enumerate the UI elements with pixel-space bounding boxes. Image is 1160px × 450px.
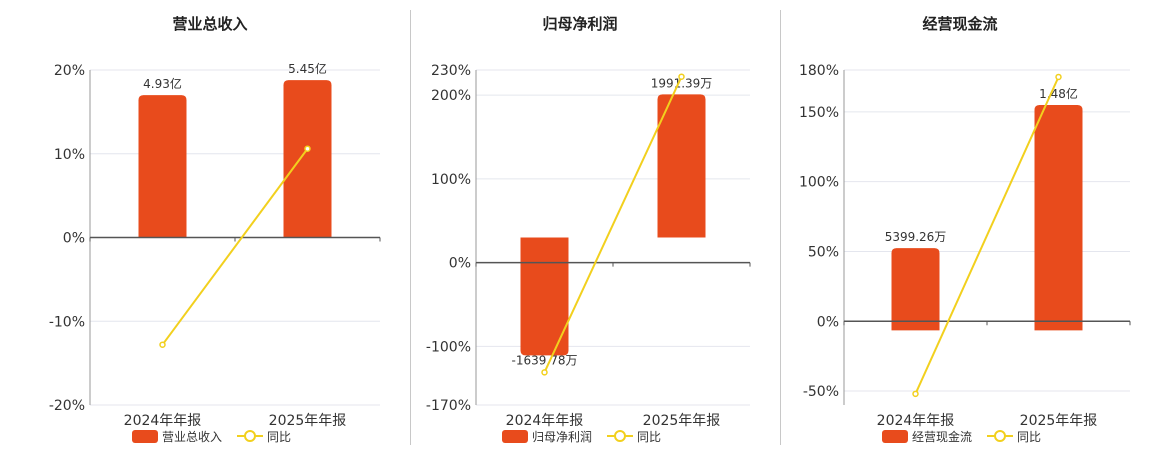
x-tick-label: 2024年年报 bbox=[506, 413, 584, 429]
bar-data-label: 5.45亿 bbox=[288, 61, 327, 76]
legend-line-label: 同比 bbox=[1017, 430, 1041, 444]
yoy-point bbox=[304, 145, 311, 152]
x-tick-label: 2025年年报 bbox=[643, 413, 721, 429]
y-tick-label: 0% bbox=[63, 231, 85, 247]
legend-bar-label: 营业总收入 bbox=[162, 430, 222, 444]
bar bbox=[283, 80, 332, 238]
net-profit-chart: 归母净利润 230% 200% 100% 0% -100% -170% -1639.78万 19… bbox=[400, 0, 780, 450]
chart-canvas: 经营现金流 180% 150% 100% 50% 0% -50% 5399.26万 1.48亿 2… bbox=[799, 15, 1131, 444]
legend-bar-label: 归母净利润 bbox=[532, 430, 592, 444]
bar-data-label: 1991.39万 bbox=[651, 76, 713, 90]
yoy-line bbox=[543, 76, 683, 373]
y-tick-label: 230% bbox=[431, 63, 471, 79]
y-tick-label: 100% bbox=[431, 172, 471, 188]
bar-data-label: -1639.78万 bbox=[512, 353, 578, 367]
legend-bar-swatch bbox=[882, 430, 908, 443]
yoy-point bbox=[1055, 73, 1062, 81]
bar-data-label: 1.48亿 bbox=[1039, 86, 1078, 101]
legend-bar-swatch bbox=[502, 430, 528, 443]
bar bbox=[657, 94, 706, 238]
y-tick-label: 150% bbox=[799, 105, 839, 121]
yoy-point bbox=[678, 73, 685, 80]
bar bbox=[891, 248, 940, 331]
legend-line-marker bbox=[994, 430, 1006, 442]
legend-line-label: 同比 bbox=[637, 430, 661, 444]
x-tick-label: 2024年年报 bbox=[124, 413, 202, 429]
chart-canvas: 营业总收入 20% 10% 0% -10% -20% 4.93亿 5.45亿 2024年年报 20… bbox=[49, 15, 381, 444]
y-tick-label: 180% bbox=[799, 63, 839, 79]
chart-title: 归母净利润 bbox=[542, 15, 617, 33]
yoy-line bbox=[161, 148, 309, 346]
bar bbox=[138, 95, 187, 238]
y-tick-label: 10% bbox=[54, 147, 85, 163]
legend-line-marker bbox=[244, 430, 256, 442]
yoy-point bbox=[912, 390, 919, 398]
legend-bar-label: 经营现金流 bbox=[912, 429, 972, 444]
bar-data-label: 4.93亿 bbox=[143, 76, 182, 91]
y-tick-label: 20% bbox=[54, 63, 85, 79]
chart-divider bbox=[410, 10, 411, 445]
yoy-point bbox=[159, 341, 166, 348]
cashflow-chart: 经营现金流 180% 150% 100% 50% 0% -50% 5399.26万 1.48亿 2… bbox=[780, 0, 1160, 450]
y-tick-label: -170% bbox=[426, 398, 471, 414]
y-tick-label: -50% bbox=[803, 384, 839, 400]
chart-title: 经营现金流 bbox=[922, 15, 997, 33]
y-tick-label: -100% bbox=[426, 339, 471, 355]
y-tick-label: 0% bbox=[449, 256, 471, 272]
y-tick-label: 0% bbox=[817, 314, 839, 330]
y-tick-label: -20% bbox=[49, 398, 85, 414]
chart-canvas: 归母净利润 230% 200% 100% 0% -100% -170% -1639.78万 19… bbox=[426, 15, 751, 444]
bar-data-label: 5399.26万 bbox=[885, 230, 947, 244]
x-tick-label: 2025年年报 bbox=[269, 413, 347, 429]
y-tick-label: 50% bbox=[808, 244, 839, 260]
bar bbox=[520, 237, 569, 356]
y-tick-label: -10% bbox=[49, 314, 85, 330]
revenue-chart: 营业总收入 20% 10% 0% -10% -20% 4.93亿 5.45亿 2024年年报 20… bbox=[0, 0, 400, 450]
y-tick-label: 100% bbox=[799, 175, 839, 191]
yoy-line bbox=[914, 76, 1060, 395]
chart-divider bbox=[780, 10, 781, 445]
legend-line-marker bbox=[614, 430, 626, 442]
y-tick-label: 200% bbox=[431, 88, 471, 104]
x-tick-label: 2025年年报 bbox=[1020, 413, 1098, 429]
yoy-point bbox=[541, 369, 548, 376]
chart-title: 营业总收入 bbox=[172, 15, 247, 33]
x-tick-label: 2024年年报 bbox=[877, 413, 955, 429]
legend-bar-swatch bbox=[132, 430, 158, 443]
legend-line-label: 同比 bbox=[267, 430, 291, 444]
bar bbox=[1034, 105, 1083, 331]
